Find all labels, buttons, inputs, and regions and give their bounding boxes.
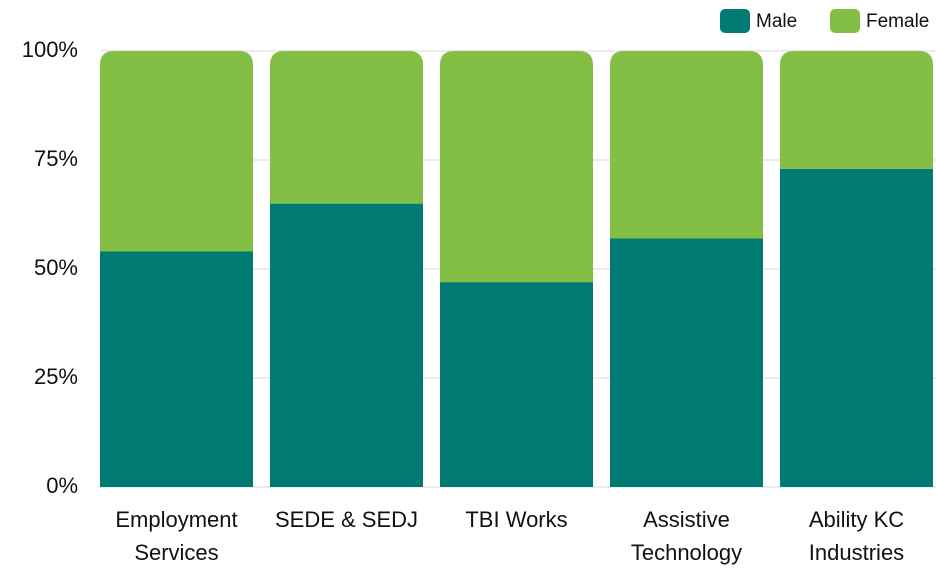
y-tick-label: 0% [46,473,78,498]
bar-segment [270,51,423,204]
bar-segment [440,282,593,487]
bar-segment [780,51,933,169]
x-tick-label: Assistive Technology [630,507,743,565]
y-tick-label: 100% [22,37,78,62]
y-tick-label: 75% [34,146,78,171]
x-tick-label: Ability KC Industries [808,507,905,565]
bar-segment [610,238,763,487]
legend-swatch [830,9,860,33]
bar-segment [780,168,933,487]
x-tick-label: TBI Works [465,507,568,532]
legend-label: Male [756,11,797,32]
bar-segment [610,51,763,239]
bar-segment [270,203,423,487]
x-tick-label: Employment Services [115,507,238,565]
legend-label: Female [866,11,929,32]
bar-segment [100,51,253,252]
legend-swatch [720,9,750,33]
bar-segment [100,251,253,487]
bar-segment [440,51,593,283]
y-tick-label: 25% [34,364,78,389]
y-tick-label: 50% [34,255,78,280]
x-tick-label: SEDE & SEDJ [274,507,419,532]
